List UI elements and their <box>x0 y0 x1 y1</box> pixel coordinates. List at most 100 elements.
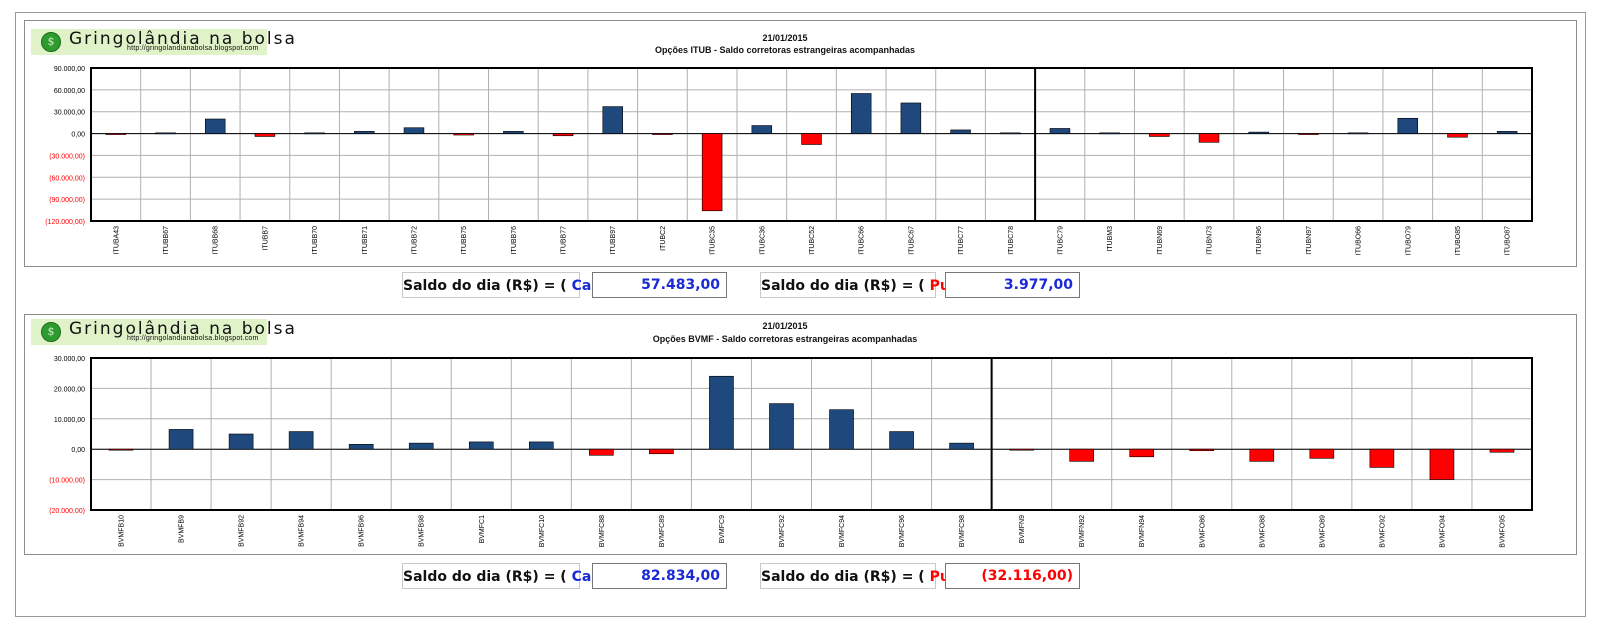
put-balance-value: 3.977,00 <box>945 272 1080 298</box>
y-tick-label: (90.000,00) <box>49 197 85 204</box>
bar-bvmfo94 <box>1429 448 1455 480</box>
y-tick-label: 90.000,00 <box>54 66 85 73</box>
y-tick-label: 20.000,00 <box>54 386 85 393</box>
x-tick-label: BVMFN94 <box>1139 515 1146 547</box>
x-tick-label: BVMFB98 <box>419 515 426 547</box>
y-tick-label: (60.000,00) <box>49 175 85 182</box>
bar-itubo79 <box>1397 117 1419 134</box>
x-tick-label: ITUBB75 <box>461 226 468 255</box>
bar-itubc78 <box>1000 132 1021 135</box>
bar-itubb72 <box>403 127 425 134</box>
x-tick-label: ITUBO85 <box>1455 226 1462 255</box>
bar-itubb97 <box>602 106 623 134</box>
x-tick-label: ITUBB72 <box>411 226 418 255</box>
bar-bvmfc96 <box>889 431 914 450</box>
x-tick-label: BVMFC88 <box>599 515 606 547</box>
call-balance-value: 82.834,00 <box>592 563 727 589</box>
bar-ituba43 <box>105 133 127 135</box>
bar-itubb76 <box>503 131 524 134</box>
x-tick-label: ITUBB76 <box>511 226 518 255</box>
bar-itubb70 <box>304 132 325 135</box>
x-tick-label: ITUBN97 <box>1306 226 1313 255</box>
bvmf-chart-panel: $ Gringolândia na bolsa http://gringolan… <box>24 314 1577 555</box>
put-balance-label: Saldo do dia (R$) = ( Put ) <box>760 563 968 589</box>
brand-logo: $ Gringolândia na bolsa http://gringolan… <box>31 319 295 345</box>
bar-itubc79 <box>1049 128 1071 134</box>
x-tick-label: BVMFB94 <box>299 515 306 547</box>
bar-bvmfc9 <box>709 375 734 450</box>
x-tick-label: BVMFO94 <box>1439 515 1446 548</box>
x-tick-label: BVMFB96 <box>359 515 366 547</box>
x-tick-label: ITUBB97 <box>610 226 617 255</box>
bar-itubc35 <box>701 133 723 212</box>
bar-itubm3 <box>1099 132 1120 135</box>
y-tick-label: (20.000,00) <box>49 508 85 515</box>
bar-bvmfb9 <box>168 429 194 450</box>
bar-bvmfo95 <box>1489 448 1515 453</box>
bar-itubb77 <box>552 133 574 137</box>
chart-title: Opções BVMF - Saldo corretoras estrangei… <box>652 334 918 344</box>
x-tick-label: BVMFO89 <box>1319 515 1326 548</box>
x-tick-label: BVMFN9 <box>1019 515 1026 544</box>
bar-itubo85 <box>1447 133 1468 138</box>
x-tick-label: BVMFN92 <box>1079 515 1086 547</box>
bar-bvmfc98 <box>949 442 974 450</box>
y-tick-label: (30.000,00) <box>49 153 85 160</box>
x-tick-label: ITUBN69 <box>1157 226 1164 255</box>
x-tick-label: ITUBB7 <box>262 226 269 251</box>
bar-bvmfo88 <box>1249 448 1275 462</box>
x-tick-label: ITUBO79 <box>1405 226 1412 255</box>
put-balance-value: (32.116,00) <box>945 563 1080 589</box>
bar-bvmfb94 <box>288 431 314 450</box>
x-tick-label: BVMFC96 <box>899 515 906 547</box>
x-tick-label: BVMFC98 <box>959 515 966 547</box>
x-tick-label: BVMFO88 <box>1259 515 1266 548</box>
itub-chart-panel: $ Gringolândia na bolsa http://gringolan… <box>24 20 1577 267</box>
y-tick-label: 0,00 <box>71 132 85 139</box>
x-tick-label: ITUBC79 <box>1057 226 1064 255</box>
bar-bvmfn9 <box>1009 448 1034 451</box>
y-tick-label: 10.000,00 <box>54 417 85 424</box>
bar-bvmfb98 <box>408 442 434 450</box>
brand-url: http://gringolandianabolsa.blogspot.com <box>127 335 259 342</box>
bar-itubb71 <box>354 131 375 134</box>
x-tick-label: BVMFC92 <box>779 515 786 547</box>
plot-area-border <box>90 67 1533 222</box>
bar-bvmfo92 <box>1369 448 1395 468</box>
x-tick-label: ITUBB77 <box>561 226 568 255</box>
x-tick-label: BVMFO95 <box>1499 515 1506 548</box>
bar-itubb68 <box>204 118 226 134</box>
bar-itubc67 <box>900 102 922 134</box>
call-balance-label: Saldo do dia (R$) = ( Call ) <box>402 563 612 589</box>
x-tick-label: ITUBO87 <box>1505 226 1512 255</box>
bar-itubc66 <box>850 93 872 134</box>
bar-itubn73 <box>1198 133 1220 143</box>
bar-itubc52 <box>801 133 822 145</box>
x-tick-label: ITUBC77 <box>958 226 965 255</box>
x-tick-label: BVMFC10 <box>539 515 546 547</box>
y-tick-label: 30.000,00 <box>54 110 85 117</box>
chart-title: Opções ITUB - Saldo corretoras estrangei… <box>654 45 916 55</box>
put-label-prefix: Saldo do dia (R$) = ( <box>761 278 925 294</box>
x-tick-label: ITUBC35 <box>710 226 717 255</box>
x-tick-label: BVMFB10 <box>119 515 126 547</box>
call-balance-value: 57.483,00 <box>592 272 727 298</box>
bar-itubc77 <box>950 129 971 134</box>
y-tick-label: 0,00 <box>71 447 85 454</box>
bar-bvmfc92 <box>769 403 794 450</box>
bar-itubc36 <box>751 125 773 134</box>
brand-name: Gringolândia na bolsa <box>69 29 297 49</box>
x-tick-label: ITUBN73 <box>1207 226 1214 255</box>
x-tick-label: ITUBM3 <box>1107 226 1114 252</box>
x-tick-label: BVMFC89 <box>659 515 666 547</box>
x-tick-label: ITUBB70 <box>312 226 319 255</box>
x-tick-label: ITUBB68 <box>213 226 220 255</box>
chart-date: 21/01/2015 <box>762 33 808 43</box>
bar-itubn96 <box>1248 131 1269 134</box>
bar-itubn69 <box>1149 133 1170 137</box>
bar-itubo87 <box>1496 131 1518 134</box>
x-tick-label: BVMFO92 <box>1379 515 1386 548</box>
bar-bvmfn94 <box>1129 448 1155 458</box>
x-tick-label: ITUBA43 <box>113 226 120 255</box>
bar-itubc2 <box>652 133 673 135</box>
